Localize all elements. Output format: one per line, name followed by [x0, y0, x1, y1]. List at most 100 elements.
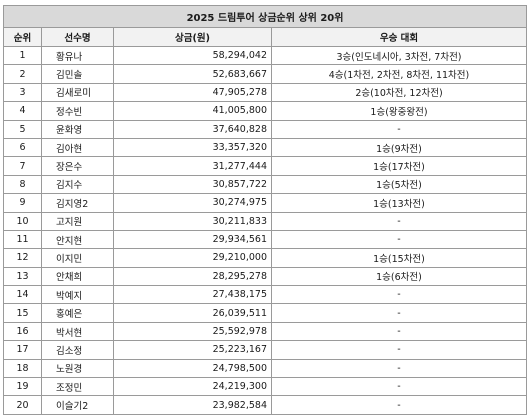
- player-name-cell: 김지수: [41, 174, 114, 195]
- player-name-cell: 김아현: [41, 137, 114, 158]
- rank-cell: 2: [3, 64, 42, 84]
- wins-cell: -: [271, 119, 527, 139]
- rank-cell: 15: [3, 303, 42, 323]
- prize-cell: 28,295,278: [113, 266, 272, 287]
- player-name-cell: 정수빈: [41, 101, 114, 121]
- rank-cell: 4: [3, 101, 42, 121]
- rank-cell: 18: [3, 358, 42, 379]
- wins-cell: 2승(10차전, 12차전): [271, 82, 527, 103]
- prize-cell: 30,274,975: [113, 193, 272, 213]
- wins-cell: 3승(인도네시아, 3차전, 7차전): [271, 45, 527, 66]
- table-row: 17 김소정 25,223,167-: [3, 340, 527, 360]
- header-name: 선수명: [41, 27, 114, 47]
- player-name-cell: 노원경: [41, 358, 114, 379]
- player-name-cell: 윤화영: [41, 119, 114, 139]
- rank-cell: 1: [3, 45, 42, 66]
- rank-cell: 10: [3, 211, 42, 231]
- rank-cell: 7: [3, 156, 42, 176]
- header-prize: 상금(원): [113, 27, 272, 47]
- wins-cell: -: [271, 211, 527, 231]
- table-row: 7 장은수 31,277,444 1승(17차전): [3, 156, 527, 176]
- table-row: 4 정수빈 41,005,800 1승(왕중왕전): [3, 101, 527, 121]
- table-row: 18 노원경 24,798,500-: [3, 358, 527, 379]
- wins-cell: 1승(9차전): [271, 137, 527, 158]
- wins-cell: 1승(13차전): [271, 193, 527, 213]
- wins-cell: 1승(왕중왕전): [271, 101, 527, 121]
- player-name-cell: 박서현: [41, 321, 114, 342]
- wins-cell: 4승(1차전, 2차전, 8차전, 11차전): [271, 64, 527, 84]
- table-row: 1 황유나 58,294,042 3승(인도네시아, 3차전, 7차전): [3, 45, 527, 66]
- prize-cell: 37,640,828: [113, 119, 272, 139]
- table-row: 9 김지영2 30,274,975 1승(13차전): [3, 193, 527, 213]
- rank-cell: 13: [3, 266, 42, 287]
- player-name-cell: 고지원: [41, 211, 114, 231]
- table-title: 2025 드림투어 상금순위 상위 20위: [3, 5, 527, 28]
- header-wins: 우승 대회: [271, 27, 527, 47]
- rank-cell: 19: [3, 377, 42, 397]
- table-row: 19 조정민 24,219,300-: [3, 377, 527, 397]
- player-name-cell: 안지현: [41, 229, 114, 250]
- wins-cell: 1승(15차전): [271, 248, 527, 268]
- header-row: 순위 선수명 상금(원) 우승 대회: [3, 27, 527, 47]
- prize-cell: 25,223,167: [113, 340, 272, 360]
- prize-cell: 29,210,000: [113, 248, 272, 268]
- player-name-cell: 황유나: [41, 45, 114, 66]
- player-name-cell: 이지민: [41, 248, 114, 268]
- wins-cell: -: [271, 395, 527, 415]
- rank-cell: 11: [3, 229, 42, 250]
- prize-cell: 33,357,320: [113, 137, 272, 158]
- table-body: 1 황유나 58,294,042 3승(인도네시아, 3차전, 7차전) 2 김민솔 52,…: [3, 45, 527, 415]
- wins-cell: -: [271, 229, 527, 250]
- player-name-cell: 김민솔: [41, 64, 114, 84]
- rank-cell: 16: [3, 321, 42, 342]
- prize-cell: 41,005,800: [113, 101, 272, 121]
- prize-cell: 58,294,042: [113, 45, 272, 66]
- player-name-cell: 박예지: [41, 285, 114, 305]
- table-row: 2 김민솔 52,683,667 4승(1차전, 2차전, 8차전, 11차전): [3, 64, 527, 84]
- table-row: 8 김지수 30,857,722 1승(5차전): [3, 174, 527, 195]
- player-name-cell: 김새로미: [41, 82, 114, 103]
- rank-cell: 17: [3, 340, 42, 360]
- player-name-cell: 김소정: [41, 340, 114, 360]
- rank-cell: 14: [3, 285, 42, 305]
- table-row: 13 안채희 28,295,278 1승(6차전): [3, 266, 527, 287]
- player-name-cell: 조정민: [41, 377, 114, 397]
- wins-cell: -: [271, 358, 527, 379]
- table-row: 5 윤화영 37,640,828-: [3, 119, 527, 139]
- wins-cell: -: [271, 377, 527, 397]
- prize-cell: 30,211,833: [113, 211, 272, 231]
- table-row: 6 김아현 33,357,320 1승(9차전): [3, 137, 527, 158]
- header-rank: 순위: [3, 27, 42, 47]
- rank-cell: 12: [3, 248, 42, 268]
- player-name-cell: 안채희: [41, 266, 114, 287]
- wins-cell: -: [271, 285, 527, 305]
- wins-cell: -: [271, 303, 527, 323]
- rank-cell: 20: [3, 395, 42, 415]
- wins-cell: -: [271, 321, 527, 342]
- wins-cell: 1승(6차전): [271, 266, 527, 287]
- prize-ranking-table-container: 2025 드림투어 상금순위 상위 20위 순위 선수명 상금(원) 우승 대회…: [3, 5, 527, 415]
- prize-cell: 25,592,978: [113, 321, 272, 342]
- player-name-cell: 홍예은: [41, 303, 114, 323]
- rank-cell: 6: [3, 137, 42, 158]
- prize-cell: 23,982,584: [113, 395, 272, 415]
- prize-cell: 26,039,511: [113, 303, 272, 323]
- rank-cell: 8: [3, 174, 42, 195]
- table-row: 20 이슬기2 23,982,584-: [3, 395, 527, 415]
- prize-cell: 24,798,500: [113, 358, 272, 379]
- wins-cell: 1승(5차전): [271, 174, 527, 195]
- player-name-cell: 장은수: [41, 156, 114, 176]
- table-row: 14 박예지 27,438,175-: [3, 285, 527, 305]
- prize-ranking-table: 2025 드림투어 상금순위 상위 20위 순위 선수명 상금(원) 우승 대회…: [3, 5, 527, 415]
- wins-cell: 1승(17차전): [271, 156, 527, 176]
- table-row: 11 안지현 29,934,561-: [3, 229, 527, 250]
- prize-cell: 31,277,444: [113, 156, 272, 176]
- rank-cell: 3: [3, 82, 42, 103]
- table-row: 10 고지원 30,211,833-: [3, 211, 527, 231]
- rank-cell: 9: [3, 193, 42, 213]
- prize-cell: 24,219,300: [113, 377, 272, 397]
- player-name-cell: 이슬기2: [41, 395, 114, 415]
- prize-cell: 47,905,278: [113, 82, 272, 103]
- prize-cell: 29,934,561: [113, 229, 272, 250]
- rank-cell: 5: [3, 119, 42, 139]
